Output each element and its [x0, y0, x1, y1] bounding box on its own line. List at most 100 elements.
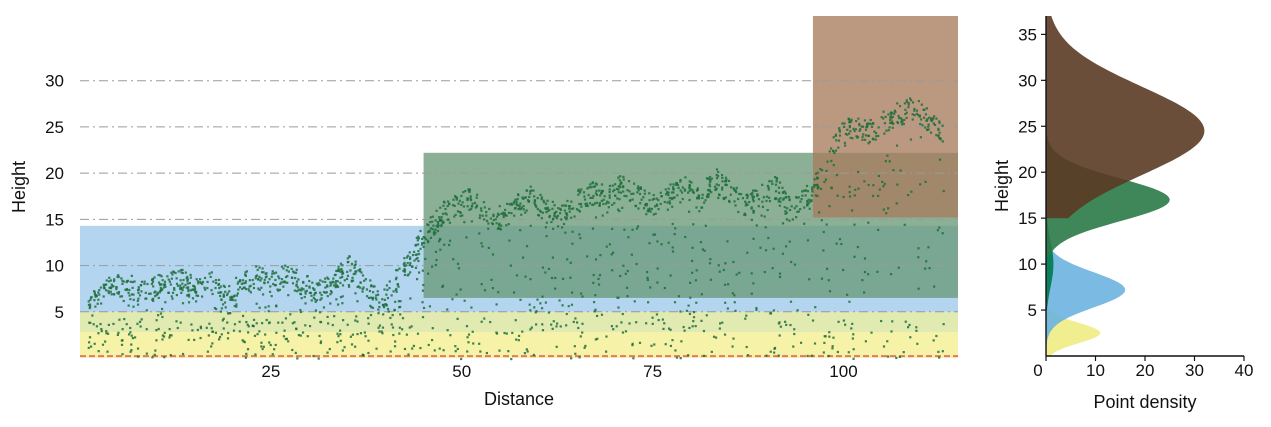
- lidar-point: [305, 289, 308, 292]
- lidar-point: [155, 339, 158, 342]
- lidar-point: [369, 279, 372, 282]
- lidar-point: [470, 205, 473, 208]
- lidar-point: [522, 208, 525, 211]
- lidar-point: [717, 184, 720, 187]
- lidar-point: [311, 281, 314, 284]
- lidar-point: [157, 314, 160, 317]
- lidar-point: [765, 354, 768, 357]
- lidar-point: [623, 194, 626, 198]
- lidar-point: [261, 347, 264, 351]
- lidar-point: [766, 184, 769, 188]
- lidar-point: [341, 271, 345, 275]
- lidar-point: [328, 347, 331, 351]
- lidar-point: [560, 218, 563, 221]
- lidar-point: [396, 283, 400, 286]
- lidar-point: [687, 354, 690, 357]
- lidar-point: [698, 197, 701, 200]
- lidar-point: [161, 279, 164, 282]
- lidar-point: [460, 203, 463, 207]
- lidar-point: [517, 339, 520, 342]
- lidar-point: [706, 193, 710, 196]
- lidar-point: [222, 327, 225, 330]
- lidar-point: [179, 321, 182, 324]
- lidar-point: [94, 295, 97, 298]
- lidar-point: [551, 256, 555, 259]
- lidar-point: [335, 298, 338, 301]
- lidar-point: [728, 199, 731, 203]
- lidar-point: [255, 302, 258, 305]
- lidar-point: [185, 277, 188, 280]
- lidar-point: [287, 294, 290, 297]
- lidar-point: [592, 185, 595, 188]
- lidar-point: [399, 313, 402, 316]
- lidar-point: [572, 207, 575, 210]
- lidar-point: [218, 335, 222, 339]
- lidar-point: [679, 201, 682, 204]
- lidar-point: [179, 279, 182, 282]
- lidar-point: [653, 343, 656, 346]
- lidar-point: [650, 207, 654, 211]
- lidar-point: [691, 188, 694, 192]
- lidar-point: [688, 198, 691, 202]
- lidar-point: [915, 112, 919, 115]
- lidar-point: [936, 229, 939, 232]
- lidar-point: [137, 355, 140, 358]
- lidar-point: [303, 295, 306, 299]
- lidar-point: [931, 118, 934, 121]
- lidar-point: [864, 134, 868, 137]
- lidar-point: [195, 300, 198, 303]
- lidar-point: [258, 330, 261, 333]
- lidar-point: [432, 231, 435, 234]
- lidar-point: [785, 211, 788, 214]
- lidar-point: [850, 327, 853, 330]
- lidar-point: [199, 281, 202, 284]
- lidar-point: [688, 189, 691, 192]
- lidar-point: [676, 194, 679, 197]
- lidar-point: [605, 202, 608, 205]
- lidar-point: [480, 242, 483, 245]
- y-axis-title: Height: [992, 160, 1012, 212]
- lidar-point: [140, 280, 144, 283]
- lidar-point: [708, 185, 712, 188]
- lidar-point: [372, 291, 375, 294]
- lidar-point: [246, 348, 250, 351]
- lidar-point: [895, 202, 898, 205]
- lidar-point: [744, 200, 747, 203]
- lidar-point: [238, 286, 242, 289]
- lidar-point: [137, 297, 140, 300]
- lidar-point: [334, 273, 337, 276]
- lidar-point: [723, 333, 727, 336]
- lidar-point: [359, 281, 362, 284]
- lidar-point: [738, 271, 741, 274]
- lidar-point: [541, 323, 544, 326]
- lidar-point: [595, 189, 598, 192]
- lidar-point: [359, 332, 363, 335]
- lidar-point: [502, 213, 505, 216]
- lidar-point: [253, 334, 257, 337]
- lidar-point: [144, 291, 147, 294]
- lidar-point: [722, 197, 725, 200]
- lidar-point: [552, 320, 555, 323]
- lidar-point: [899, 169, 902, 172]
- lidar-point: [937, 127, 940, 131]
- lidar-point: [594, 258, 598, 261]
- lidar-point: [801, 190, 804, 193]
- lidar-point: [385, 284, 389, 287]
- lidar-point: [872, 122, 875, 125]
- lidar-point: [729, 193, 732, 196]
- lidar-point: [94, 305, 97, 308]
- lidar-point: [204, 288, 207, 291]
- lidar-point: [786, 207, 789, 210]
- lidar-point: [453, 215, 456, 218]
- lidar-point: [157, 273, 160, 277]
- lidar-point: [409, 261, 412, 265]
- lidar-point: [772, 309, 776, 312]
- lidar-point: [441, 212, 445, 215]
- lidar-point: [810, 198, 813, 202]
- lidar-point: [923, 108, 926, 111]
- lidar-point: [649, 210, 652, 213]
- lidar-point: [631, 228, 634, 231]
- lidar-point: [419, 346, 422, 350]
- lidar-point: [206, 350, 209, 353]
- lidar-point: [617, 191, 620, 194]
